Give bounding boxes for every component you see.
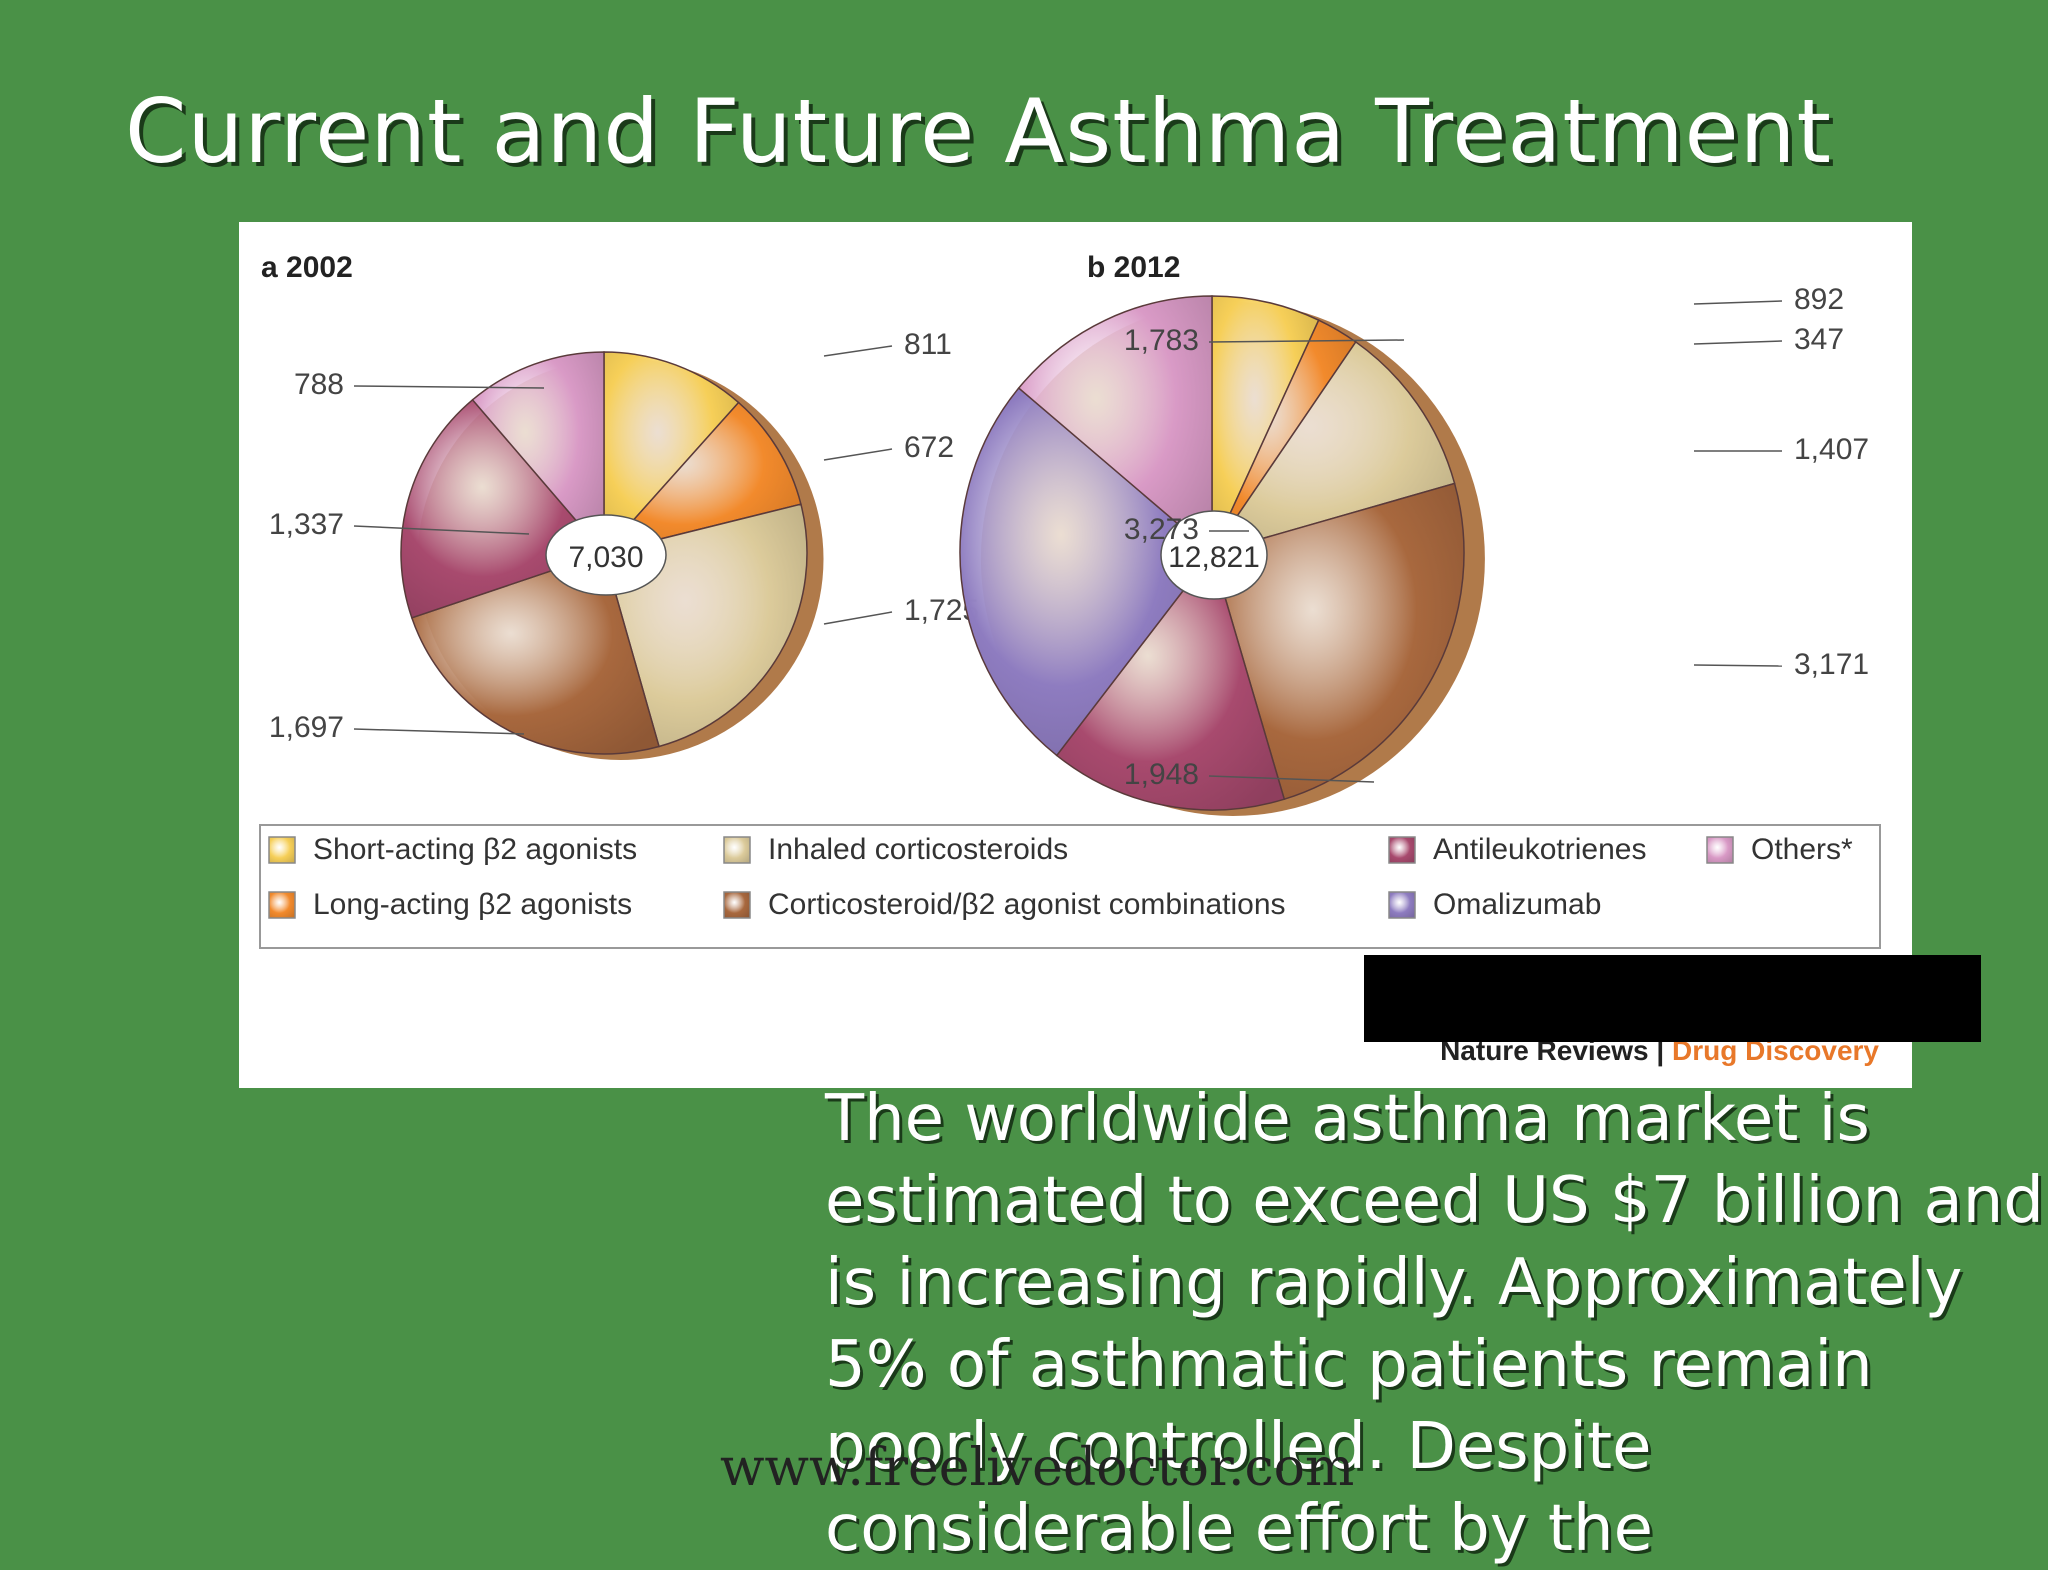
chart-title: a 2002 <box>261 251 353 284</box>
legend-swatch <box>1706 836 1734 864</box>
panel-letter: b <box>1087 251 1114 284</box>
leader-line <box>1693 340 1783 345</box>
total-label: 12,821 <box>1168 541 1260 574</box>
legend: Short-acting β2 agonists Long-acting β2 a… <box>259 824 1881 949</box>
figure-panel: a 2002 7,030 811 672 1,725 1,697 1,337 788 b 201… <box>239 222 1912 1088</box>
legend-item-long-acting-2-agonists: Long-acting β2 agonists <box>268 888 632 921</box>
data-label: 811 <box>904 328 952 361</box>
data-label: 3,171 <box>1794 648 1869 681</box>
legend-label: Omalizumab <box>1433 888 1601 921</box>
legend-label: Corticosteroid/β2 agonist combinations <box>768 888 1286 921</box>
slice-short-acting-2-agonists <box>1211 295 1320 554</box>
legend-swatch <box>1388 891 1416 919</box>
total-label: 7,030 <box>568 541 643 574</box>
data-label: 892 <box>1794 283 1844 316</box>
caption-text: The worldwide asthma market is estimated… <box>825 1082 2044 1566</box>
leader-line <box>823 448 893 461</box>
legend-swatch <box>268 891 296 919</box>
data-label: 1,783 <box>1124 324 1199 357</box>
legend-swatch <box>1388 836 1416 864</box>
slice-corticosteroid-2-agonist-combinations <box>410 552 660 755</box>
data-label: 1,697 <box>269 711 344 744</box>
legend-item-inhaled-corticosteroids: Inhaled corticosteroids <box>723 833 1068 866</box>
legend-label: Long-acting β2 agonists <box>313 888 632 921</box>
pie-center <box>1160 510 1268 600</box>
slice-others <box>471 351 605 556</box>
source-separator: | <box>1649 1035 1672 1066</box>
legend-label: Short-acting β2 agonists <box>313 833 637 866</box>
leader-line <box>353 385 545 389</box>
legend-item-short-acting-2-agonists: Short-acting β2 agonists <box>268 833 637 866</box>
slice-short-acting-2-agonists <box>603 351 740 555</box>
leader-line <box>353 728 525 735</box>
legend-swatch <box>723 891 751 919</box>
slice-omalizumab <box>959 386 1214 757</box>
legend-item-corticosteroid-2-agonist-combinations: Corticosteroid/β2 agonist combinations <box>723 888 1286 921</box>
data-label: 3,273 <box>1124 513 1199 546</box>
slide-title: Current and Future Asthma Treatment <box>125 80 1832 183</box>
data-label: 347 <box>1794 323 1844 356</box>
slice-antileukotrienes <box>1055 551 1286 811</box>
slice-long-acting-2-agonists <box>601 401 802 555</box>
leader-line <box>823 611 893 625</box>
leader-line <box>1208 775 1375 783</box>
legend-item-antileukotrienes: Antileukotrienes <box>1388 833 1646 866</box>
data-label: 1,948 <box>1124 758 1199 791</box>
legend-label: Antileukotrienes <box>1433 833 1646 866</box>
legend-box <box>259 824 1881 949</box>
data-label: 1,337 <box>269 508 344 541</box>
chart-title: b 2012 <box>1087 251 1180 284</box>
legend-item-others: Others* <box>1706 833 1853 866</box>
leader-line <box>1693 300 1783 305</box>
legend-label: Inhaled corticosteroids <box>768 833 1068 866</box>
redaction-box <box>1364 955 1981 1042</box>
panel-year: 2002 <box>286 251 353 284</box>
legend-label: Others* <box>1751 833 1853 866</box>
data-label: 1,407 <box>1794 433 1869 466</box>
leader-line <box>823 345 893 357</box>
leader-line <box>1208 339 1405 343</box>
leader-line <box>353 525 530 535</box>
watermark-text: www.freelivedoctor.com <box>720 1438 1355 1498</box>
panel-letter: a <box>261 251 286 284</box>
data-label: 672 <box>904 431 954 464</box>
leader-line <box>1693 664 1783 667</box>
legend-swatch <box>268 836 296 864</box>
data-label: 788 <box>294 368 344 401</box>
legend-swatch <box>723 836 751 864</box>
pie-center <box>545 514 667 596</box>
pie-chart-2012: b 2012 12,821 892 347 1,407 3,171 1,948 3,273 1,… <box>959 251 1869 816</box>
panel-year: 2012 <box>1114 251 1181 284</box>
legend-item-omalizumab: Omalizumab <box>1388 888 1601 921</box>
slice-others <box>1017 295 1213 555</box>
